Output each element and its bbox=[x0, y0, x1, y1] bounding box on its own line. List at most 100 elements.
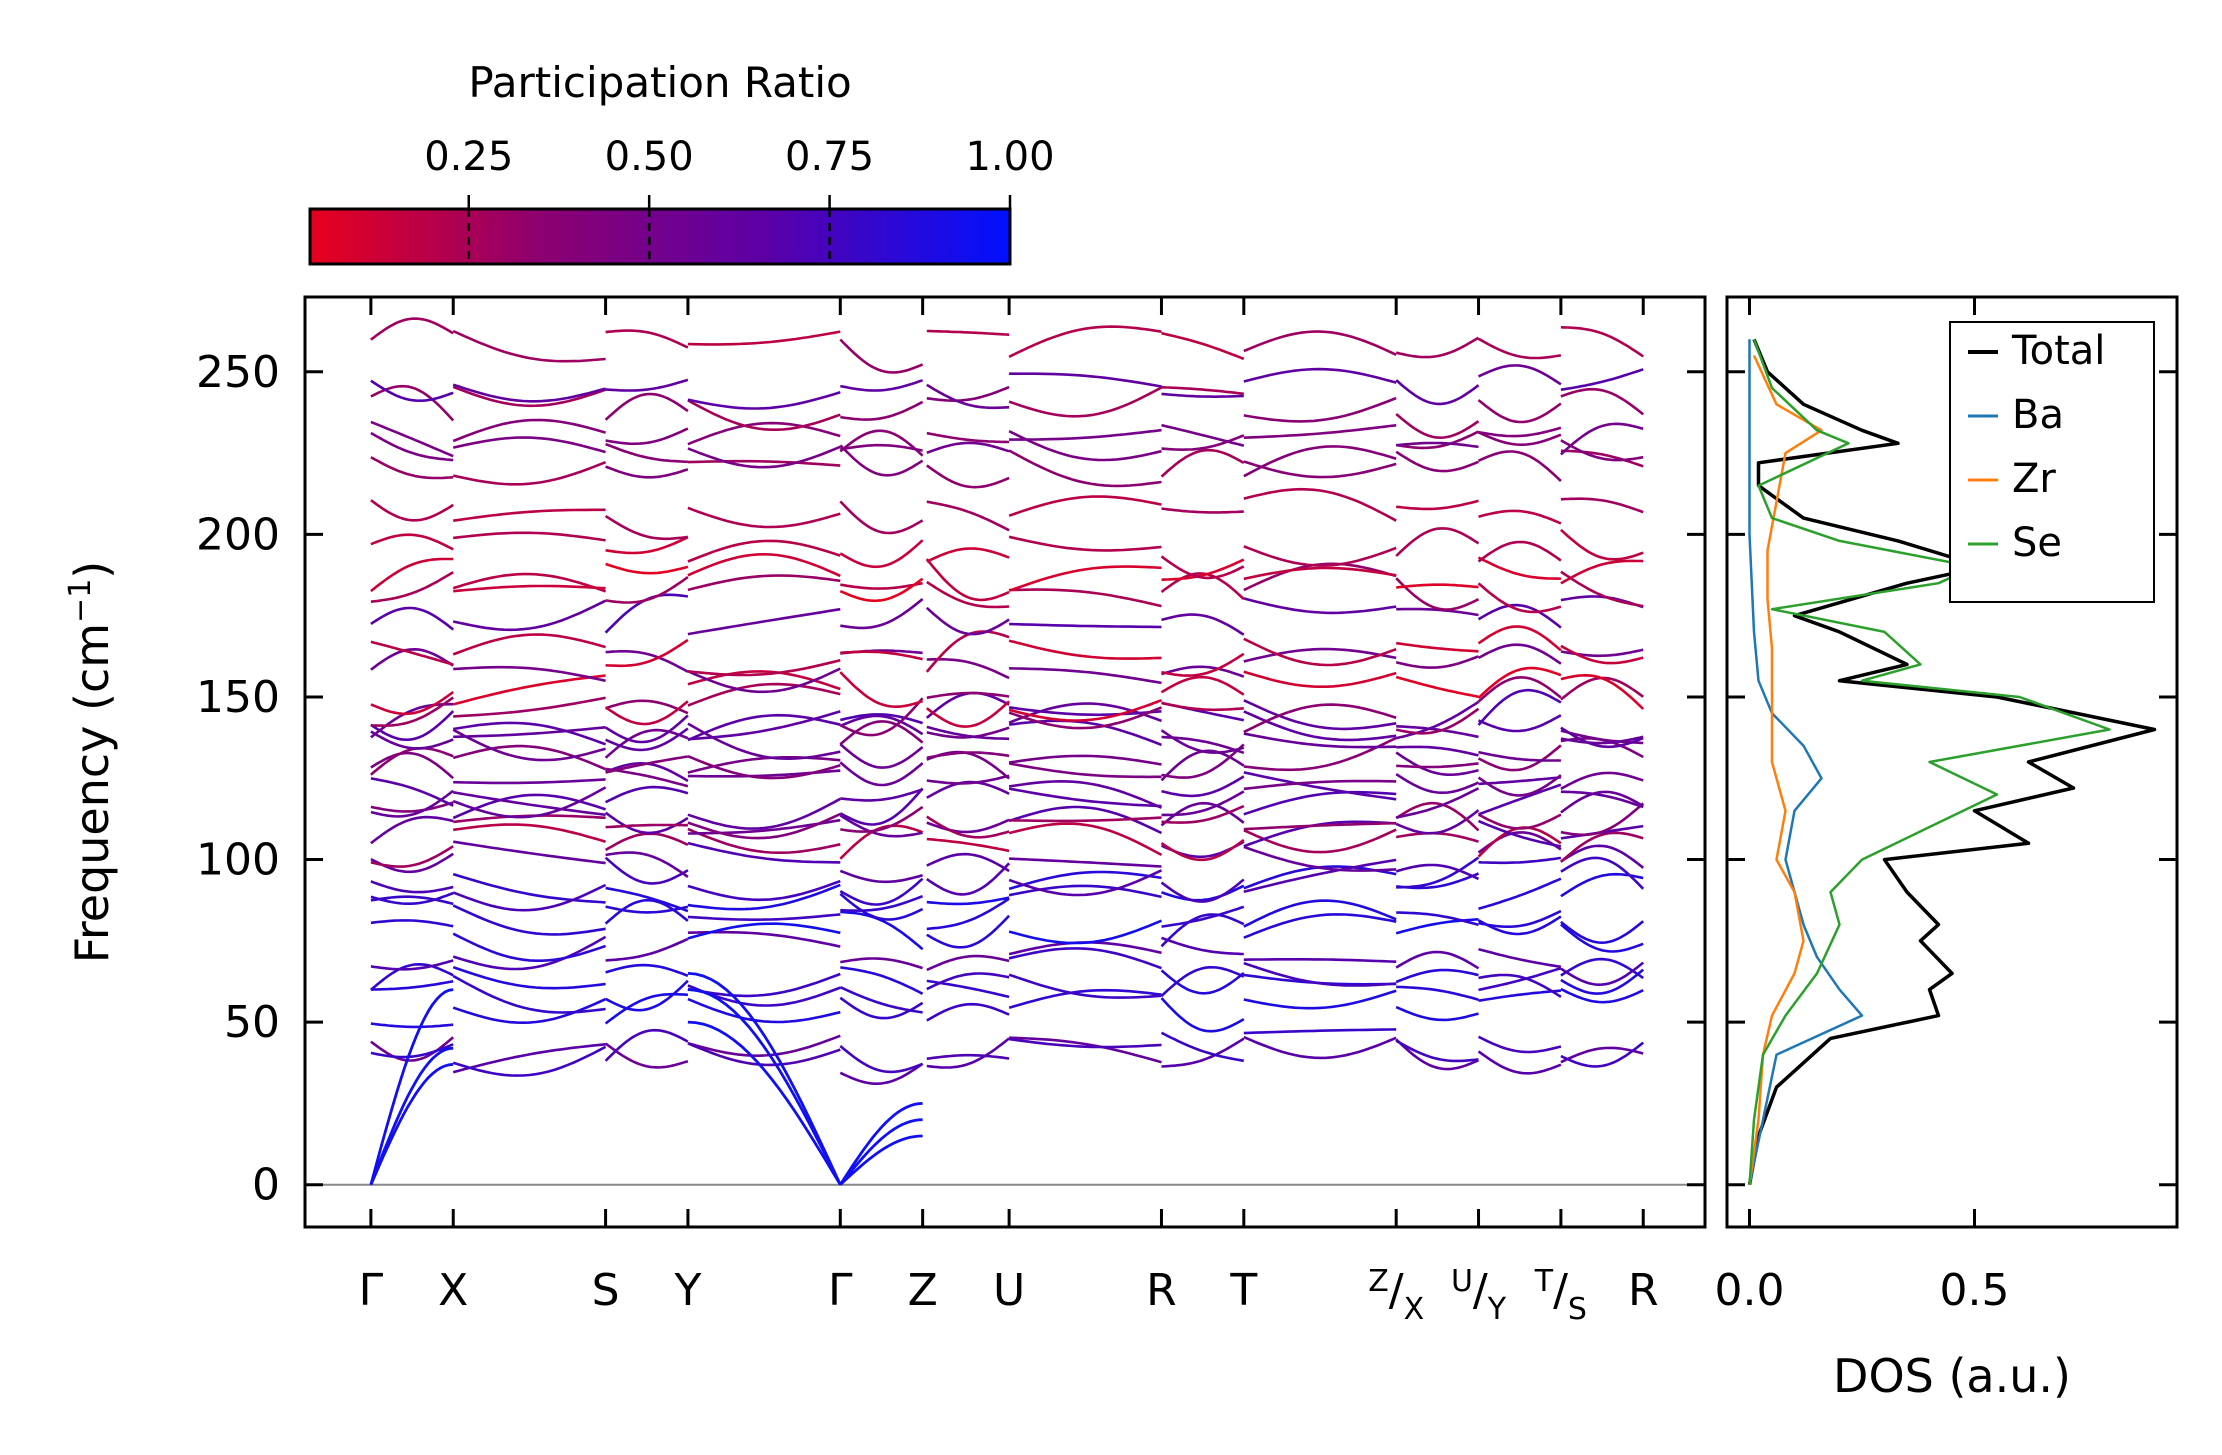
dos-x-tick-label: 0.0 bbox=[1715, 1265, 1785, 1316]
phonon-band bbox=[839, 671, 924, 708]
dos-legend: Total Ba Zr Se bbox=[1949, 321, 2155, 603]
phonon-band bbox=[1478, 973, 1562, 998]
phonon-band bbox=[453, 696, 606, 718]
phonon-band bbox=[1395, 577, 1480, 611]
dos-curve-ba bbox=[1748, 339, 1864, 1185]
phonon-band bbox=[925, 630, 1010, 673]
phonon-band bbox=[605, 937, 689, 962]
phonon-band bbox=[1161, 936, 1244, 956]
phonon-band bbox=[370, 456, 454, 480]
phonon-band bbox=[1396, 641, 1479, 653]
phonon-band bbox=[687, 797, 841, 830]
phonon-band bbox=[1243, 647, 1397, 663]
phonon-band bbox=[1243, 1035, 1397, 1060]
phonon-band bbox=[1243, 790, 1397, 816]
phonon-band bbox=[605, 650, 689, 673]
phonon-band bbox=[687, 883, 841, 911]
phonon-band bbox=[926, 818, 1010, 834]
phonon-band bbox=[839, 743, 924, 769]
phonon-band bbox=[1395, 450, 1479, 473]
legend-frame bbox=[1949, 321, 2155, 603]
phonon-band bbox=[1008, 698, 1162, 722]
phonon-band bbox=[370, 801, 454, 813]
phonon-band bbox=[839, 892, 924, 921]
phonon-band bbox=[1560, 368, 1644, 391]
acoustic-band bbox=[369, 988, 454, 1186]
dos-curve-se bbox=[1748, 338, 2111, 1185]
phonon-band bbox=[370, 962, 454, 991]
phonon-band bbox=[1395, 968, 1479, 984]
phonon-band bbox=[1478, 509, 1562, 525]
phonon-band bbox=[370, 379, 454, 402]
phonon-band bbox=[370, 533, 454, 551]
phonon-band bbox=[926, 837, 1010, 853]
phonon-band bbox=[1008, 787, 1162, 808]
phonon-band bbox=[1243, 670, 1397, 688]
phonon-band bbox=[687, 399, 841, 431]
phonon-band bbox=[453, 823, 606, 843]
phonon-band bbox=[687, 390, 841, 410]
phonon-band bbox=[1395, 527, 1480, 557]
phonon-band bbox=[1560, 1046, 1644, 1064]
phonon-band bbox=[1560, 422, 1644, 456]
phonon-band bbox=[370, 980, 454, 991]
phonon-band bbox=[370, 789, 454, 818]
phonon-band bbox=[1477, 431, 1562, 446]
phonon-band bbox=[1478, 947, 1562, 969]
phonon-band bbox=[605, 378, 689, 392]
phonon-band bbox=[1477, 676, 1562, 703]
phonon-band bbox=[1395, 751, 1479, 776]
acoustic-band bbox=[687, 972, 842, 1186]
k-point-label: U bbox=[993, 1265, 1025, 1316]
phonon-band bbox=[840, 910, 924, 951]
phonon-band bbox=[1560, 987, 1644, 1004]
phonon-band bbox=[1008, 386, 1163, 418]
phonon-band bbox=[687, 1034, 841, 1058]
phonon-band bbox=[1478, 989, 1562, 1002]
phonon-band bbox=[1008, 754, 1162, 766]
phonon-band bbox=[1477, 774, 1562, 797]
phonon-band bbox=[840, 966, 924, 995]
phonon-band bbox=[926, 383, 1010, 410]
band-y-tick-label: 100 bbox=[196, 835, 280, 886]
band-y-tick-label: 250 bbox=[196, 347, 280, 398]
acoustic-band bbox=[687, 988, 842, 1186]
phonon-band bbox=[605, 963, 689, 978]
phonon-band bbox=[1009, 667, 1162, 685]
phonon-band bbox=[605, 767, 689, 788]
phonon-band bbox=[1477, 540, 1562, 563]
phonon-band bbox=[370, 815, 454, 845]
phonon-band bbox=[687, 754, 841, 780]
dos-plot-frame bbox=[1725, 295, 2179, 1229]
phonon-band bbox=[1161, 905, 1245, 928]
phonon-band bbox=[839, 996, 924, 1020]
phonon-band bbox=[370, 777, 454, 807]
phonon-band bbox=[925, 558, 1010, 602]
phonon-band bbox=[1477, 643, 1562, 665]
phonon-band bbox=[1477, 399, 1562, 424]
phonon-band bbox=[452, 1045, 607, 1077]
colorbar-ticks: 0.25 0.50 0.75 1.00 bbox=[424, 134, 1055, 264]
phonon-band bbox=[687, 539, 841, 563]
band-y-ticks: 0 50 100 150 200 250 bbox=[196, 347, 1705, 1211]
phonon-band bbox=[1560, 968, 1645, 995]
phonon-band bbox=[452, 728, 606, 762]
phonon-band bbox=[1477, 337, 1562, 360]
phonon-band bbox=[452, 418, 606, 443]
phonon-band bbox=[1008, 1037, 1162, 1049]
phonon-band bbox=[926, 852, 1010, 873]
phonon-band bbox=[370, 751, 455, 780]
phonon-band bbox=[1395, 675, 1479, 699]
phonon-band bbox=[604, 832, 689, 852]
phonon-band bbox=[1008, 706, 1162, 730]
phonon-band bbox=[1560, 856, 1645, 890]
k-point-label: Y bbox=[673, 1265, 701, 1316]
phonon-band bbox=[687, 574, 841, 592]
phonon-band bbox=[1560, 387, 1645, 416]
phonon-band bbox=[1560, 673, 1645, 710]
phonon-band bbox=[1008, 919, 1162, 945]
phonon-band bbox=[1395, 1038, 1479, 1071]
phonon-band bbox=[839, 1062, 924, 1085]
dos-y-ticks bbox=[1727, 370, 2177, 1187]
phonon-band bbox=[1161, 804, 1245, 824]
